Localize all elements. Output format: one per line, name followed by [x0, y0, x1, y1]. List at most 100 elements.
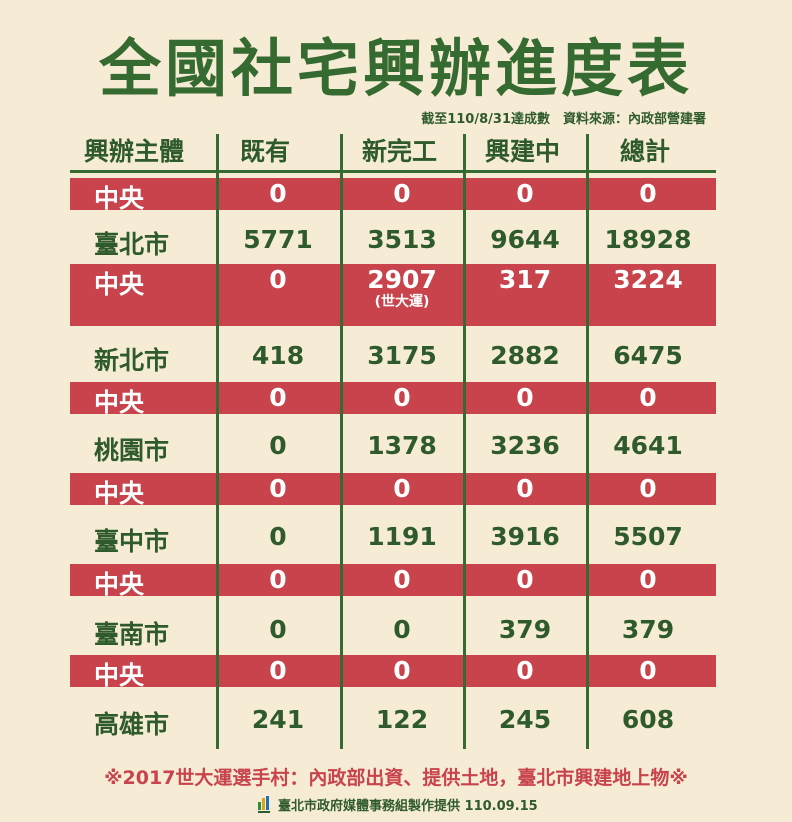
central-row: 中央 0 0 0 0	[70, 382, 716, 417]
value-cell: 1378	[347, 431, 457, 460]
value-cell: 6475	[593, 341, 703, 370]
source-note: 截至110/8/31達成數 資料來源：內政部營建署	[421, 112, 706, 127]
value-cell: 0	[470, 565, 580, 594]
credit-text: 臺北市政府媒體事務組製作提供 110.09.15	[278, 799, 538, 814]
value-cell: 0	[223, 383, 333, 412]
value-cell: 0	[593, 474, 703, 503]
value-text: 245	[498, 705, 552, 734]
value-text: 0	[516, 565, 534, 594]
value-text: 0	[516, 179, 534, 208]
value-text: 3513	[367, 225, 437, 254]
central-row: 中央 0 0 0 0	[70, 655, 716, 690]
value-cell: 5771	[223, 225, 333, 254]
value-cell: 0	[223, 656, 333, 685]
row-label: 中央	[94, 388, 145, 417]
row-label: 中央	[94, 570, 145, 599]
value-cell: 2907 (世大運)	[347, 265, 457, 310]
value-text: 0	[516, 656, 534, 685]
value-cell: 0	[347, 474, 457, 503]
value-cell: 18928	[593, 225, 703, 254]
value-text: 379	[621, 615, 675, 644]
value-text: 0	[269, 431, 287, 460]
value-text: 18928	[604, 225, 692, 254]
row-label: 桃園市	[94, 436, 170, 465]
value-text: 0	[269, 179, 287, 208]
value-cell: 0	[223, 565, 333, 594]
value-text: 0	[393, 615, 411, 644]
value-text: 0	[639, 383, 657, 412]
value-cell: 3224	[593, 265, 703, 294]
value-text: 1191	[367, 522, 437, 551]
value-text: 241	[251, 705, 305, 734]
city-row: 臺中市 0 1191 3916 5507	[70, 518, 716, 556]
value-cell: 0	[593, 656, 703, 685]
value-cell: 379	[593, 615, 703, 644]
value-text: 418	[251, 341, 305, 370]
value-text: 317	[498, 265, 552, 294]
value-cell: 0	[593, 383, 703, 412]
central-row: 中央 0 2907 (世大運) 317 3224	[70, 264, 716, 326]
value-cell: 317	[470, 265, 580, 294]
value-cell: 0	[470, 179, 580, 208]
value-cell: 0	[223, 265, 333, 294]
table-header: 興辦主體 既有 新完工 興建中 總計	[70, 126, 716, 173]
value-text: 2907	[367, 265, 437, 294]
row-label: 臺北市	[94, 230, 170, 259]
value-cell: 0	[347, 656, 457, 685]
row-label: 中央	[94, 270, 145, 299]
value-cell: 9644	[470, 225, 580, 254]
value-cell: 0	[223, 431, 333, 460]
value-cell: 3175	[347, 341, 457, 370]
column-divider	[340, 134, 343, 749]
value-cell: 0	[470, 383, 580, 412]
value-cell: 0	[347, 179, 457, 208]
value-text: 0	[639, 179, 657, 208]
value-text: 4641	[613, 431, 683, 460]
city-row: 臺北市 5771 3513 9644 18928	[70, 221, 716, 259]
value-text: 3224	[613, 265, 683, 294]
value-note: (世大運)	[374, 294, 430, 310]
value-text: 2882	[490, 341, 560, 370]
value-text: 0	[639, 565, 657, 594]
value-text: 0	[516, 474, 534, 503]
row-label: 中央	[94, 184, 145, 213]
column-divider	[216, 134, 219, 749]
value-cell: 379	[470, 615, 580, 644]
value-cell: 0	[347, 565, 457, 594]
value-text: 0	[393, 383, 411, 412]
value-text: 0	[639, 474, 657, 503]
central-row: 中央 0 0 0 0	[70, 473, 716, 508]
value-cell: 5507	[593, 522, 703, 551]
value-cell: 0	[223, 179, 333, 208]
footnote: ※2017世大運選手村：內政部出資、提供土地，臺北市興建地上物※	[104, 767, 688, 789]
value-text: 3916	[490, 522, 560, 551]
header-new: 新完工	[362, 137, 438, 166]
value-text: 0	[393, 656, 411, 685]
value-text: 122	[375, 705, 429, 734]
column-divider	[463, 134, 466, 749]
header-entity: 興辦主體	[84, 137, 185, 166]
row-label: 新北市	[94, 346, 170, 375]
value-text: 0	[269, 656, 287, 685]
credit-line: 臺北市政府媒體事務組製作提供 110.09.15	[258, 795, 538, 814]
value-text: 0	[269, 565, 287, 594]
row-label: 中央	[94, 479, 145, 508]
row-label: 臺南市	[94, 620, 170, 649]
value-text: 0	[269, 522, 287, 551]
column-divider	[586, 134, 589, 749]
value-text: 9644	[490, 225, 560, 254]
value-cell: 2882	[470, 341, 580, 370]
value-text: 3236	[490, 431, 560, 460]
value-text: 379	[498, 615, 552, 644]
value-text: 0	[393, 474, 411, 503]
value-cell: 0	[470, 474, 580, 503]
row-label: 中央	[94, 661, 145, 690]
value-text: 5771	[243, 225, 313, 254]
value-text: 0	[269, 383, 287, 412]
value-text: 0	[269, 615, 287, 644]
value-cell: 0	[347, 383, 457, 412]
value-text: 1378	[367, 431, 437, 460]
value-cell: 3916	[470, 522, 580, 551]
value-cell: 0	[347, 615, 457, 644]
city-row: 桃園市 0 1378 3236 4641	[70, 427, 716, 465]
